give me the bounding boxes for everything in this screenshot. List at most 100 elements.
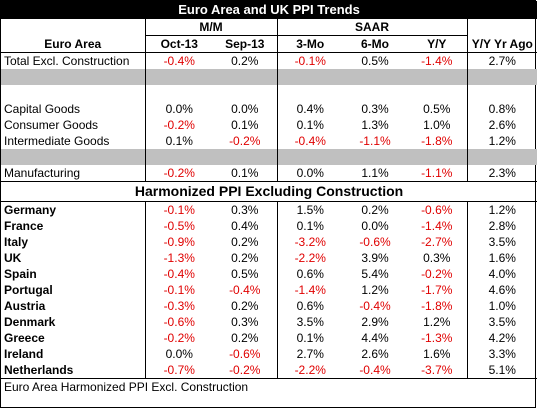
- row-value: -0.4%: [359, 363, 391, 377]
- row-value: -0.2%: [229, 363, 261, 377]
- country-row: France -0.5% 0.4% 0.1% 0.0% -1.4% 2.8%: [1, 218, 538, 234]
- row-value: 0.3%: [231, 203, 259, 217]
- row-value: 0.6%: [276, 266, 343, 282]
- row-value: -1.3%: [421, 331, 453, 345]
- row-value: -0.6%: [229, 347, 261, 361]
- row-label: UK: [4, 251, 22, 265]
- row-value: 0.1%: [276, 330, 343, 346]
- gray-separator: [1, 149, 538, 165]
- row-value: -0.3%: [144, 298, 213, 314]
- row-value: 2.9%: [361, 315, 389, 329]
- country-row: UK -1.3% 0.2% -2.2% 3.9% 0.3% 1.6%: [1, 250, 538, 266]
- country-row: Ireland 0.0% -0.6% 2.7% 2.6% 1.6% 3.3%: [1, 346, 538, 362]
- row-value: 0.2%: [231, 299, 259, 313]
- row-label: Ireland: [4, 347, 44, 361]
- row-value: -0.4%: [144, 266, 213, 282]
- row-label: Denmark: [4, 315, 56, 329]
- row-value: -0.4%: [229, 283, 261, 297]
- row-value: 1.2%: [466, 201, 538, 218]
- row-value: -1.8%: [421, 134, 453, 148]
- row-value: 0.1%: [231, 166, 259, 180]
- blank-separator: [1, 85, 538, 101]
- row-value: 0.5%: [423, 102, 451, 116]
- row-value: 0.1%: [231, 118, 259, 132]
- row-value: -1.1%: [421, 166, 453, 180]
- country-row: Greece -0.2% 0.2% 0.1% 4.4% -1.3% 4.2%: [1, 330, 538, 346]
- row-value: 1.2%: [423, 315, 451, 329]
- row-value: 2.6%: [361, 347, 389, 361]
- country-row: Spain -0.4% 0.5% 0.6% 5.4% -0.2% 4.0%: [1, 266, 538, 282]
- row-label: Italy: [4, 235, 29, 249]
- row-value: 0.0%: [276, 165, 343, 182]
- row-value: 1.5%: [276, 201, 343, 218]
- row-value: 3.5%: [466, 234, 538, 250]
- table-footer: Euro Area Harmonized PPI Excl. Construct…: [1, 378, 538, 395]
- row-value: -2.2%: [276, 362, 343, 379]
- row-value: 0.6%: [276, 298, 343, 314]
- row-value: 4.6%: [466, 282, 538, 298]
- table-title: Euro Area and UK PPI Trends: [1, 1, 538, 19]
- row-value: 2.7%: [276, 346, 343, 362]
- row-value: -0.1%: [144, 201, 213, 218]
- header-euro-area: Euro Area: [1, 35, 145, 53]
- row-value: -3.2%: [276, 234, 343, 250]
- row-value: 4.4%: [361, 331, 389, 345]
- row-value: 0.0%: [231, 102, 259, 116]
- row-value: -0.6%: [359, 235, 391, 249]
- row-value: -0.7%: [144, 362, 213, 379]
- row-value: -0.2%: [144, 165, 213, 182]
- row-value: 0.4%: [231, 219, 259, 233]
- country-row: Denmark -0.6% 0.3% 3.5% 2.9% 1.2% 3.5%: [1, 314, 538, 330]
- row-value: 3.5%: [466, 314, 538, 330]
- row-value: -0.5%: [144, 218, 213, 234]
- header-yy: Y/Y: [407, 35, 467, 53]
- gray-separator: [1, 69, 538, 85]
- euro-row-intermediate: Intermediate Goods 0.1% -0.2% -0.4% -1.1% -1.…: [1, 133, 538, 149]
- row-value: -0.4%: [359, 299, 391, 313]
- row-value: 2.7%: [466, 52, 538, 69]
- country-row: Netherlands -0.7% -0.2% -2.2% -0.4% -3.7% 5.1%: [1, 362, 538, 379]
- row-label: Capital Goods: [4, 102, 81, 116]
- row-value: 0.2%: [231, 54, 259, 68]
- row-label: Netherlands: [4, 363, 74, 377]
- row-label: Greece: [4, 331, 45, 345]
- row-value: 1.1%: [361, 166, 389, 180]
- row-value: -1.4%: [421, 54, 453, 68]
- row-value: -1.4%: [276, 282, 343, 298]
- row-label: Germany: [4, 203, 57, 217]
- row-label: Manufacturing: [4, 166, 81, 180]
- row-value: 0.2%: [231, 251, 259, 265]
- row-value: 1.6%: [423, 347, 451, 361]
- row-value: -2.7%: [421, 235, 453, 249]
- row-value: 0.0%: [144, 101, 213, 117]
- row-label: Total Excl. Construction: [4, 54, 130, 68]
- row-value: 0.1%: [276, 117, 343, 133]
- row-value: -0.1%: [276, 52, 343, 69]
- row-label: Spain: [4, 267, 37, 281]
- header-row: Euro Area Oct-13 Sep-13 3-Mo 6-Mo Y/Y Y/…: [1, 35, 538, 53]
- row-value: -0.2%: [421, 267, 453, 281]
- row-value: -1.7%: [421, 283, 453, 297]
- row-value: 0.5%: [231, 267, 259, 281]
- row-value: 0.5%: [361, 54, 389, 68]
- row-value: -0.6%: [144, 314, 213, 330]
- row-value: 0.8%: [466, 101, 538, 117]
- row-value: 5.1%: [466, 362, 538, 379]
- row-value: -0.2%: [144, 330, 213, 346]
- group-spacer-right: [466, 19, 538, 36]
- euro-row-consumer: Consumer Goods -0.2% 0.1% 0.1% 1.3% 1.0% 2.6%: [1, 117, 538, 133]
- row-value: 0.0%: [144, 346, 213, 362]
- row-value: -1.1%: [359, 134, 391, 148]
- row-value: 0.2%: [231, 235, 259, 249]
- ppi-table: Euro Area and UK PPI Trends M/M SAAR Eur…: [1, 1, 538, 395]
- row-value: -0.2%: [144, 117, 213, 133]
- row-label: Portugal: [4, 283, 53, 297]
- row-value: 0.0%: [361, 219, 389, 233]
- row-value: 1.0%: [466, 298, 538, 314]
- row-value: 3.3%: [466, 346, 538, 362]
- row-label: Consumer Goods: [4, 118, 99, 132]
- row-value: 2.3%: [466, 165, 538, 182]
- row-value: -1.4%: [421, 219, 453, 233]
- header-yy-yr-ago: Y/Y Yr Ago: [466, 35, 538, 53]
